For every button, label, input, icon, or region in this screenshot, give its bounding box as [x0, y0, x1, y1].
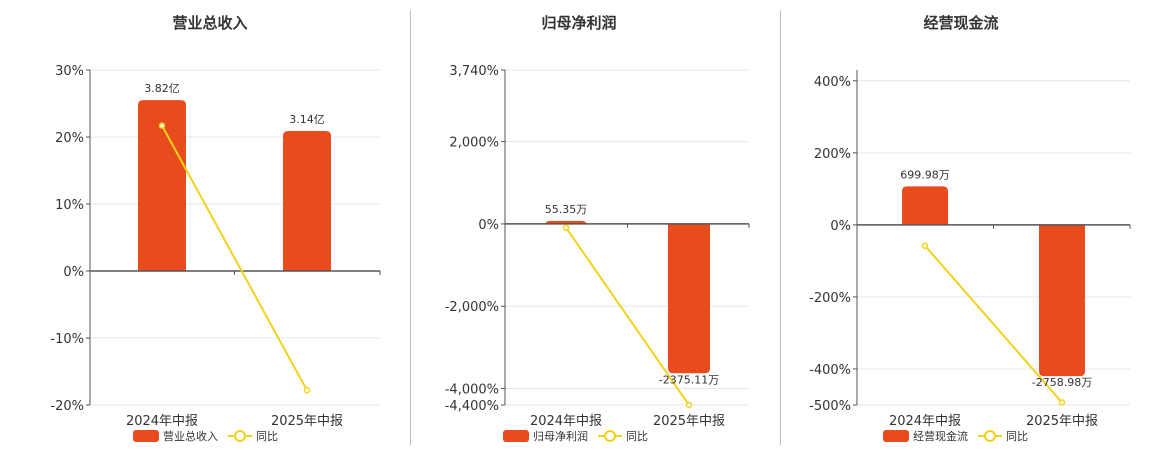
x-category-label: 2024年中报: [889, 414, 961, 429]
y-tick-label: 10%: [55, 198, 84, 213]
legend-bar-label: 营业总收入: [163, 429, 218, 443]
legend-bar-label: 经营现金流: [913, 429, 968, 443]
chart-panel-net-profit: 归母净利润 3,740% 2,000% 0% -2,000% -4,000% -4,400%…: [411, 0, 780, 450]
bar: [902, 186, 948, 225]
y-tick-label: 2,000%: [449, 136, 499, 151]
chart-panel-cash-flow: 经营现金流 400% 200% 0% -200% -400% -500% 699.98万 -27…: [781, 0, 1160, 450]
x-category-label: 2024年中报: [530, 414, 602, 429]
x-category-label: 2025年中报: [1026, 414, 1098, 429]
legend-bar-swatch: [503, 430, 529, 442]
data-label: 699.98万: [900, 168, 950, 181]
yoy-point: [562, 224, 570, 231]
y-tick-label: -2,000%: [445, 300, 499, 315]
panel-divider: [410, 10, 411, 445]
bar: [668, 223, 710, 374]
legend-bar-label: 归母净利润: [533, 429, 588, 443]
y-tick-label: 0%: [63, 265, 84, 280]
yoy-point: [1058, 399, 1066, 406]
y-tick-label: 20%: [55, 131, 84, 146]
yoy-line: [161, 125, 308, 391]
chart-panel-revenue: 营业总收入 30% 20% 10% 0% -10% -20% 3.82亿 3.14亿 2024年中…: [0, 0, 410, 450]
y-tick-label: -200%: [809, 291, 851, 306]
y-tick-label: -10%: [50, 332, 84, 347]
y-tick-label: 0%: [830, 219, 851, 234]
yoy-point: [303, 387, 311, 394]
x-category-label: 2024年中报: [126, 414, 198, 429]
legend-bar-swatch: [883, 430, 909, 442]
legend-line-marker: [604, 430, 616, 442]
y-tick-label: 0%: [478, 218, 499, 233]
x-category-label: 2025年中报: [271, 414, 343, 429]
chart-title: 经营现金流: [923, 14, 998, 32]
legend-line-marker: [984, 430, 996, 442]
y-tick-label: -4,400%: [445, 399, 499, 414]
y-tick-label: 200%: [814, 147, 851, 162]
chart-title: 营业总收入: [172, 14, 247, 32]
legend-bar-swatch: [133, 430, 159, 442]
data-label: -2375.11万: [659, 373, 719, 386]
data-label: 3.82亿: [144, 82, 180, 95]
chart-title: 归母净利润: [541, 14, 616, 32]
legend-line-label: 同比: [1006, 430, 1028, 443]
yoy-point: [158, 122, 166, 129]
bar: [283, 130, 331, 271]
cash-flow-chart: 经营现金流 400% 200% 0% -200% -400% -500% 699.98万 -27…: [809, 14, 1131, 443]
y-tick-label: -400%: [809, 363, 851, 378]
yoy-point: [685, 401, 693, 409]
y-tick-label: -500%: [809, 399, 851, 414]
data-label: -2758.98万: [1032, 376, 1092, 389]
y-tick-label: -4,000%: [445, 383, 499, 398]
yoy-line: [924, 245, 1063, 404]
legend-line-label: 同比: [256, 430, 278, 443]
bar: [138, 100, 186, 272]
yoy-line: [565, 227, 690, 406]
yoy-point: [921, 242, 929, 250]
revenue-chart: 营业总收入 30% 20% 10% 0% -10% -20% 3.82亿 3.14亿 2024年中…: [50, 14, 381, 443]
y-tick-label: -20%: [50, 399, 84, 414]
panel-divider: [780, 10, 781, 445]
bar: [1039, 224, 1085, 377]
y-tick-label: 30%: [55, 64, 84, 79]
data-label: 55.35万: [545, 203, 588, 216]
y-tick-label: 3,740%: [449, 64, 499, 79]
x-category-label: 2025年中报: [653, 414, 725, 429]
legend-line-label: 同比: [626, 430, 648, 443]
net-profit-chart: 归母净利润 3,740% 2,000% 0% -2,000% -4,000%-4,400%…: [445, 14, 750, 443]
legend-line-marker: [234, 430, 246, 442]
y-tick-label: 400%: [814, 75, 851, 90]
data-label: 3.14亿: [289, 113, 325, 126]
